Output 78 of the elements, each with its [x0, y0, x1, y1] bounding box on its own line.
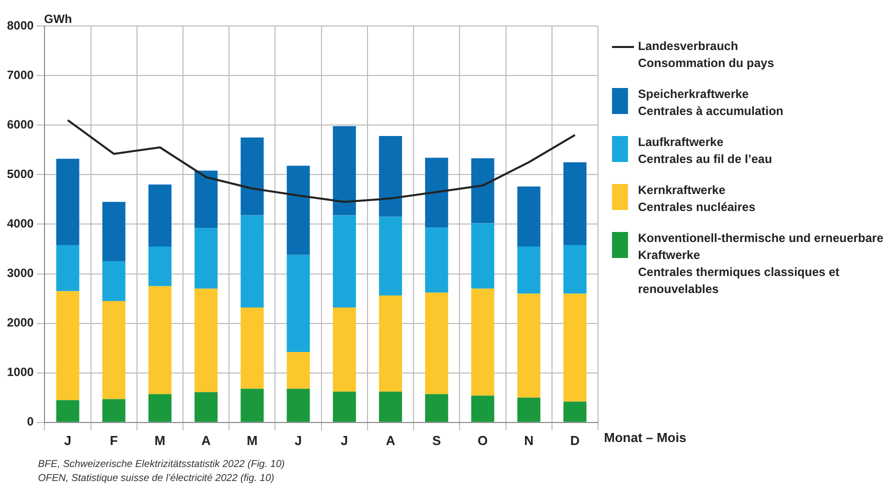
bar — [148, 286, 172, 394]
bar — [102, 261, 126, 302]
y-tick-label: 5000 — [6, 166, 34, 181]
x-tick-label: J — [340, 432, 348, 448]
bar — [286, 352, 310, 389]
bar — [286, 254, 310, 352]
x-tick-label: M — [154, 432, 166, 448]
y-tick-label: 3000 — [6, 266, 34, 280]
bar — [471, 223, 494, 289]
bar — [563, 402, 586, 422]
x-tick-label: A — [201, 432, 212, 448]
x-tick-label: M — [246, 432, 258, 448]
text: BFE, Schweizerische Elektrizitätsstatistik 2022 (Fig. 10) — [38, 459, 285, 470]
y-axis-title: GWh — [44, 12, 72, 26]
y-tick-label: 6000 — [6, 117, 34, 132]
bar — [286, 388, 310, 422]
bar — [332, 392, 356, 422]
bar — [102, 301, 126, 400]
bar — [194, 288, 218, 392]
bar — [148, 394, 172, 422]
x-tick-label: J — [64, 432, 72, 448]
bar — [378, 296, 402, 392]
bar — [194, 170, 218, 228]
y-tick-label: 7000 — [6, 68, 34, 82]
bar — [471, 158, 494, 224]
y-tick-label: 4000 — [6, 216, 34, 231]
bar — [148, 246, 172, 286]
bar — [332, 215, 356, 308]
y-tick-label: 0 — [27, 414, 34, 429]
text: OFEN, Statistique suisse de l’électricité 2022 (fig. 10) — [38, 473, 274, 484]
bar — [517, 398, 540, 422]
bar — [194, 228, 218, 289]
bar — [332, 307, 356, 392]
bar — [56, 245, 80, 292]
bar — [56, 400, 80, 422]
bar — [517, 246, 540, 294]
x-tick-label: F — [110, 432, 118, 448]
legend-label: Kernkraftwerke Centrales nucléaires — [638, 182, 756, 216]
bar — [517, 186, 540, 246]
bar — [332, 126, 356, 216]
y-tick-label: 2000 — [6, 316, 34, 330]
bar — [425, 158, 448, 228]
y-tick-label: 1000 — [6, 365, 34, 380]
bar — [378, 216, 402, 296]
legend-label: Speicherkraftwerke Centrales à accumulation — [638, 86, 784, 120]
bar — [102, 399, 126, 422]
legend-label: Landesverbrauch Consommation du pays — [638, 38, 774, 72]
bar — [240, 137, 264, 216]
legend-label: Laufkraftwerke Centrales au fil de l’eau — [638, 134, 772, 168]
bar — [425, 394, 448, 422]
bar — [240, 215, 264, 308]
legend-label: Konventionell-thermische und erneuerbare Kraftwerke Centrales thermiques classiques et renouvelables — [638, 230, 884, 298]
x-tick-label: A — [386, 432, 396, 448]
bar — [240, 307, 264, 389]
bar — [517, 294, 540, 398]
x-tick-label: O — [478, 432, 488, 448]
bar — [563, 294, 586, 402]
bar — [194, 392, 218, 422]
x-tick-label: N — [524, 432, 534, 448]
x-axis-title: Monat – Mois — [604, 430, 686, 445]
bar — [425, 228, 448, 293]
bar — [378, 392, 402, 422]
bar — [148, 184, 172, 246]
x-tick-label: D — [570, 432, 580, 448]
y-tick-label: 8000 — [6, 18, 34, 32]
bar — [378, 136, 402, 217]
bar — [56, 158, 80, 246]
bar — [563, 162, 586, 246]
x-tick-label: S — [432, 432, 442, 448]
bar — [425, 292, 448, 394]
bar — [286, 166, 310, 255]
bar — [563, 245, 586, 294]
x-tick-label: J — [294, 432, 302, 448]
bar — [471, 396, 494, 422]
bar — [56, 291, 80, 400]
bar — [240, 388, 264, 422]
bar — [102, 202, 126, 262]
bar — [471, 288, 494, 396]
